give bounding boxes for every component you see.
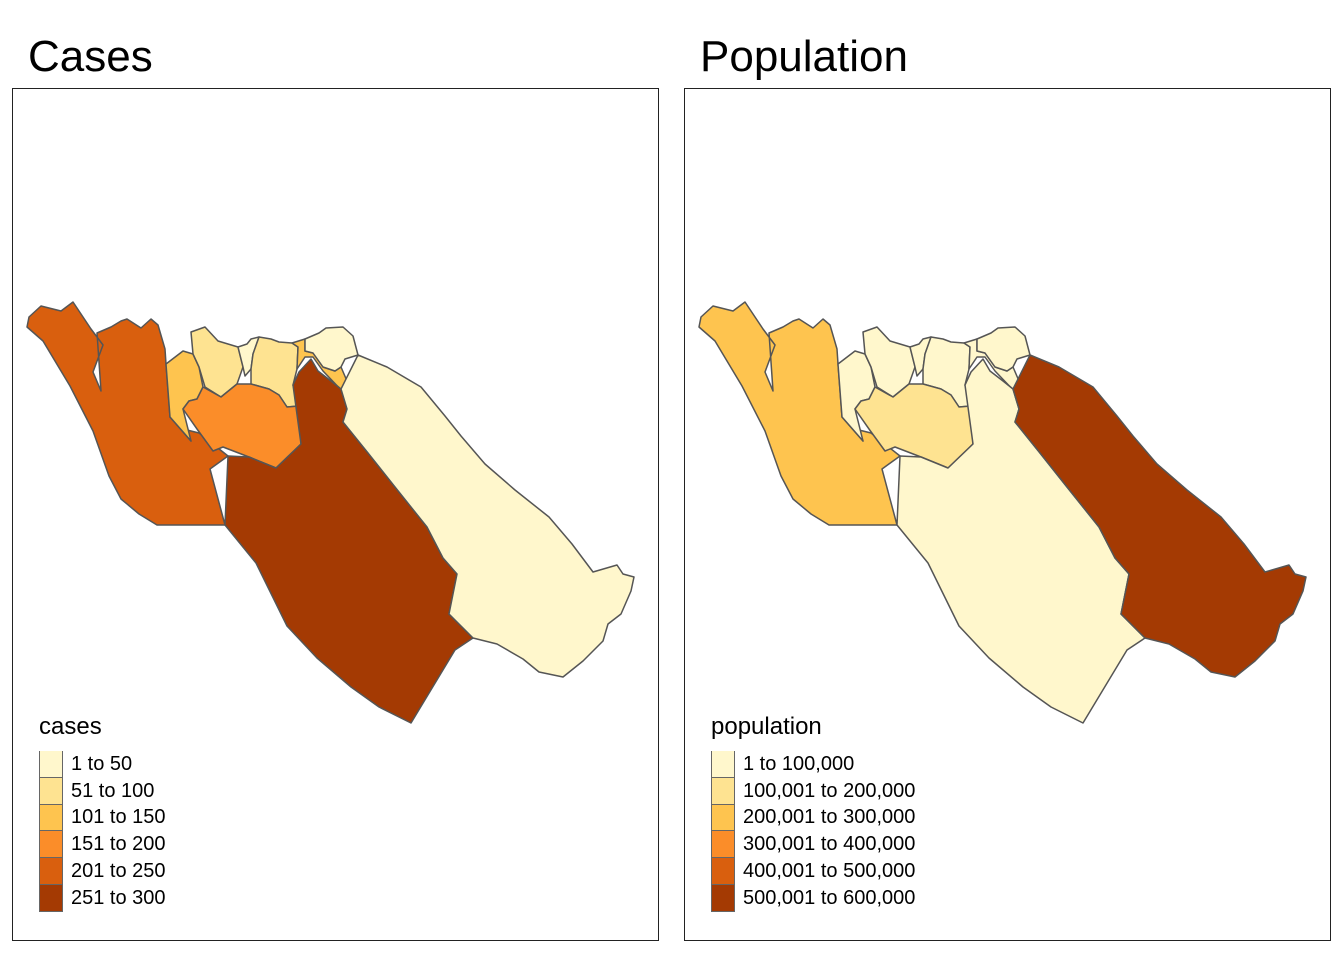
legend-label: 251 to 300 xyxy=(71,886,166,909)
map-frame-population: population 1 to 100,000 100,001 to 200,0… xyxy=(684,88,1331,941)
legend-label: 201 to 250 xyxy=(71,860,166,883)
legend-item: 1 to 50 xyxy=(39,751,166,778)
legend-item: 300,001 to 400,000 xyxy=(711,831,916,859)
choropleth-map-cases xyxy=(26,301,635,724)
legend-label: 51 to 100 xyxy=(71,779,155,802)
legend-label: 400,001 to 500,000 xyxy=(743,860,916,883)
panel-title-population: Population xyxy=(700,32,908,81)
region-north-5 xyxy=(976,326,1031,372)
region-north-5 xyxy=(304,326,359,372)
legend-swatch xyxy=(39,804,63,832)
legend-label: 300,001 to 400,000 xyxy=(743,833,916,856)
legend-swatch xyxy=(711,751,735,778)
region-east xyxy=(1012,354,1307,678)
legend-title: cases xyxy=(39,713,102,740)
legend-item: 51 to 100 xyxy=(39,777,166,805)
legend-swatch xyxy=(39,884,63,912)
legend-swatch xyxy=(711,831,735,859)
legend-title: population xyxy=(711,713,822,740)
legend-item: 201 to 250 xyxy=(39,858,166,885)
panel-title-cases: Cases xyxy=(28,32,153,81)
legend-label: 101 to 150 xyxy=(71,806,166,829)
choropleth-map-population xyxy=(698,301,1307,724)
legend-item: 1 to 100,000 xyxy=(711,751,915,778)
legend-item: 101 to 150 xyxy=(39,804,166,832)
legend-item: 500,001 to 600,000 xyxy=(711,884,916,912)
legend-label: 100,001 to 200,000 xyxy=(743,779,916,802)
legend-population: population 1 to 100,000 100,001 to 200,0… xyxy=(711,715,915,912)
legend-item: 151 to 200 xyxy=(39,831,166,859)
legend-label: 151 to 200 xyxy=(71,833,166,856)
legend-label: 1 to 50 xyxy=(71,752,133,775)
legend-swatch xyxy=(711,884,735,912)
legend-item: 200,001 to 300,000 xyxy=(711,804,916,832)
legend-swatch xyxy=(39,858,63,885)
legend-label: 200,001 to 300,000 xyxy=(743,806,916,829)
legend-label: 1 to 100,000 xyxy=(743,752,855,775)
region-east xyxy=(340,354,635,678)
map-frame-cases: cases 1 to 50 51 to 100 101 to 150 151 t… xyxy=(12,88,659,941)
legend-swatch xyxy=(39,751,63,778)
legend-swatch xyxy=(711,777,735,805)
legend-swatch xyxy=(39,777,63,805)
legend-swatch xyxy=(39,831,63,859)
legend-swatch xyxy=(711,804,735,832)
legend-item: 400,001 to 500,000 xyxy=(711,858,915,885)
legend-item: 100,001 to 200,000 xyxy=(711,777,916,805)
legend-cases: cases 1 to 50 51 to 100 101 to 150 151 t… xyxy=(39,715,166,912)
legend-item: 251 to 300 xyxy=(39,884,166,912)
legend-label: 500,001 to 600,000 xyxy=(743,886,916,909)
legend-swatch xyxy=(711,858,735,885)
